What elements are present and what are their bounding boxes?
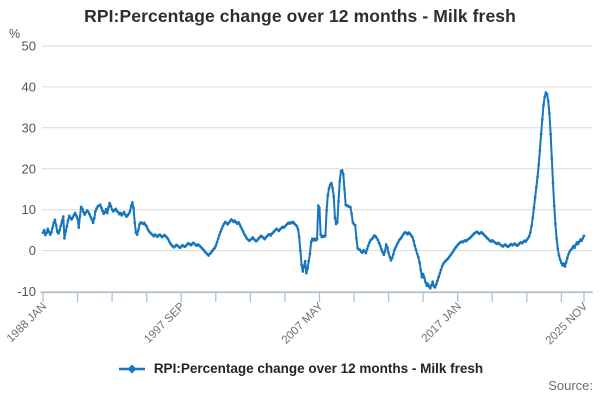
chart-title: RPI:Percentage change over 12 months - M… (84, 6, 516, 26)
svg-text:0: 0 (29, 243, 36, 258)
legend-label: RPI:Percentage change over 12 months - M… (153, 361, 484, 376)
svg-text:2007 MAY: 2007 MAY (280, 300, 326, 346)
svg-text:30: 30 (22, 120, 36, 135)
legend-item-milk-fresh[interactable]: RPI:Percentage change over 12 months - M… (117, 361, 483, 376)
source-label: Source: (548, 378, 593, 393)
x-axis (40, 291, 593, 302)
svg-text:50: 50 (22, 39, 36, 54)
y-axis-tick-labels: 50 40 30 20 10 0 -10 (17, 39, 36, 300)
svg-text:2017 JAN: 2017 JAN (420, 301, 464, 345)
series-line-milk-fresh[interactable] (41, 91, 586, 290)
x-axis-tick-labels: 1988 JAN 1997 SEP 2007 MAY 2017 JAN 2025 NOV (5, 300, 590, 347)
legend-line-marker-icon (118, 364, 145, 373)
legend: RPI:Percentage change over 12 months - M… (0, 361, 600, 376)
y-axis-unit-label: % (9, 27, 21, 41)
gridlines (42, 45, 592, 292)
svg-text:1997 SEP: 1997 SEP (142, 300, 187, 345)
svg-text:1988 JAN: 1988 JAN (5, 301, 49, 345)
svg-text:40: 40 (22, 79, 36, 94)
svg-text:20: 20 (22, 161, 36, 176)
svg-text:-10: -10 (17, 284, 36, 299)
svg-text:2025 NOV: 2025 NOV (544, 300, 591, 347)
svg-text:10: 10 (22, 202, 36, 217)
